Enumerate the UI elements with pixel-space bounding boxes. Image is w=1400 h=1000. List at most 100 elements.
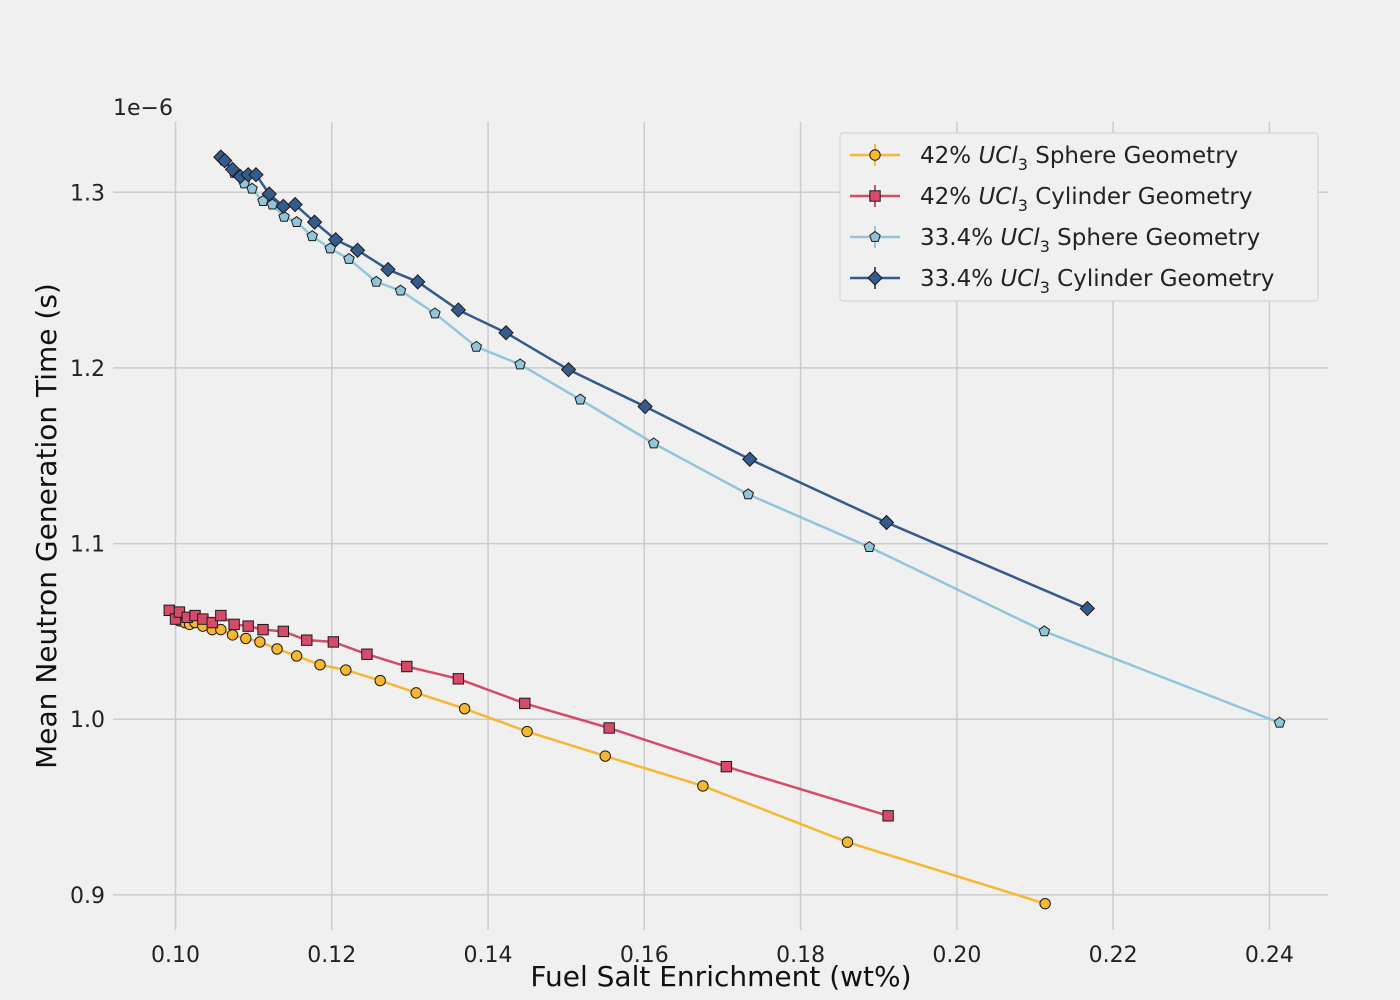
diamond-marker	[224, 161, 241, 178]
pentagon-marker	[863, 541, 876, 552]
legend: 42% UCl3 Sphere Geometry 42% UCl3 Cylinde…	[839, 132, 1319, 302]
y-tick-label: 0.9	[70, 884, 105, 909]
diamond-marker	[867, 270, 883, 286]
diamond-marker	[248, 166, 264, 183]
diamond-marker	[409, 274, 426, 290]
legend-label: 33.4% UCl3 Cylinder Geometry	[920, 266, 1274, 297]
diamond-marker	[450, 302, 467, 318]
square-marker	[603, 722, 615, 734]
legend-label: 33.4% UCl3 Sphere Geometry	[920, 225, 1260, 256]
pentagon-marker	[278, 210, 290, 222]
square-marker	[519, 697, 531, 710]
y-tick-label: 1.2	[70, 357, 105, 382]
pentagon-marker	[869, 230, 881, 242]
square-marker	[720, 760, 733, 773]
square-marker	[215, 609, 227, 622]
circle-marker	[290, 650, 303, 662]
diamond-marker	[261, 186, 277, 202]
square-marker	[361, 648, 373, 660]
circle-marker	[374, 674, 386, 687]
circle-marker	[1039, 897, 1051, 910]
pentagon-marker	[343, 252, 355, 264]
series-line	[222, 159, 1281, 724]
x-tick-label: 0.22	[1089, 943, 1138, 968]
axis-ticks: 0.10 0.12 0.14 0.16 0.18 0.20 0.22 0.24 0.9 1.0 1.…	[70, 181, 1294, 968]
square-marker	[327, 636, 340, 648]
diamond-marker	[217, 152, 233, 169]
legend-label: 42% UCl3 Cylinder Geometry	[920, 184, 1252, 215]
circle-marker	[254, 636, 266, 648]
square-marker	[206, 616, 218, 629]
legend-label: 42% UCl3 Sphere Geometry	[920, 143, 1238, 174]
legend-item: 33.4% UCl3 Sphere Geometry	[850, 225, 1260, 256]
pentagon-marker	[370, 275, 383, 287]
circle-marker	[215, 623, 227, 636]
x-tick-label: 0.16	[620, 943, 669, 968]
y-tick-label: 1.1	[70, 533, 105, 558]
square-marker	[197, 613, 209, 625]
square-marker	[452, 673, 465, 685]
y-offset-text: 1e−6	[113, 96, 173, 121]
circle-marker	[340, 664, 352, 676]
diamond-marker	[742, 451, 758, 467]
x-tick-label: 0.20	[932, 943, 981, 968]
square-marker	[257, 623, 269, 636]
series-square	[163, 604, 894, 822]
pentagon-marker	[742, 488, 755, 500]
diamond-marker	[306, 214, 323, 230]
pentagon-marker	[1273, 716, 1286, 728]
diamond-marker	[498, 325, 514, 341]
x-axis-label: Fuel Salt Enrichment (wt%)	[530, 960, 911, 993]
x-tick-label: 0.24	[1245, 943, 1294, 968]
circle-marker	[869, 149, 881, 161]
diamond-marker	[287, 196, 303, 213]
pentagon-marker	[394, 284, 407, 296]
circle-marker	[599, 750, 611, 762]
series-circle	[173, 615, 1051, 910]
series-diamond	[213, 149, 1096, 617]
pentagon-marker	[290, 216, 303, 228]
series-line	[168, 609, 889, 818]
diamond-marker	[878, 514, 895, 531]
square-marker	[301, 634, 313, 646]
circle-marker	[841, 836, 854, 848]
square-marker	[869, 190, 881, 202]
circle-marker	[271, 643, 283, 655]
square-marker	[242, 620, 254, 632]
legend-box	[839, 132, 1319, 302]
diamond-marker	[327, 231, 344, 248]
y-axis-label: Mean Neutron Generation Time (s)	[30, 283, 63, 769]
diamond-marker	[1079, 600, 1096, 617]
y-tick-label: 1.3	[70, 181, 105, 206]
pentagon-marker	[1038, 625, 1051, 637]
series-group	[163, 149, 1286, 910]
pentagon-marker	[574, 393, 587, 405]
circle-marker	[521, 725, 533, 738]
square-marker	[277, 625, 290, 638]
pentagon-marker	[514, 358, 526, 370]
circle-marker	[410, 687, 422, 699]
circle-marker	[314, 659, 326, 671]
square-marker	[882, 810, 894, 822]
legend-item: 42% UCl3 Cylinder Geometry	[850, 184, 1252, 215]
diamond-marker	[380, 261, 396, 278]
pentagon-marker	[429, 307, 441, 319]
pentagon-marker	[306, 230, 319, 242]
pentagon-marker	[266, 198, 279, 210]
x-tick-label: 0.18	[776, 943, 825, 968]
circle-marker	[240, 632, 252, 645]
x-tick-label: 0.12	[307, 943, 356, 968]
legend-item: 42% UCl3 Sphere Geometry	[850, 143, 1238, 174]
pentagon-marker	[246, 182, 258, 194]
y-tick-label: 1.0	[70, 708, 105, 733]
circle-marker	[458, 702, 471, 715]
diamond-marker	[560, 361, 577, 378]
diamond-marker	[349, 242, 366, 258]
legend-item: 33.4% UCl3 Cylinder Geometry	[850, 266, 1274, 297]
x-tick-label: 0.10	[151, 943, 200, 968]
diamond-marker	[637, 398, 653, 415]
pentagon-marker	[647, 437, 660, 449]
square-marker	[401, 660, 413, 673]
